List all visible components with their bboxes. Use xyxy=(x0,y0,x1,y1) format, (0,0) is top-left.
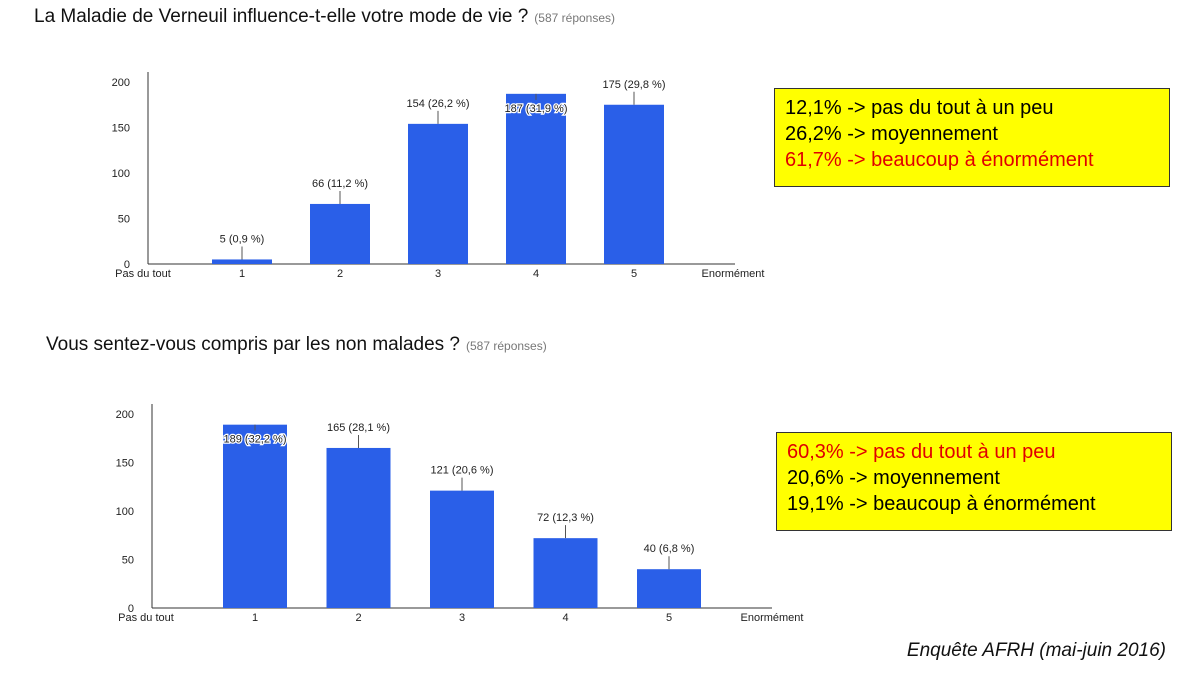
chart1-response-count: (587 réponses) xyxy=(534,11,616,25)
chart1-data-label: 5 (0,9 %) xyxy=(220,233,265,245)
summary-box-1: 12,1% -> pas du tout à un peu 26,2% -> m… xyxy=(774,88,1170,187)
chart2-bar xyxy=(637,569,701,608)
summary2-line: 20,6% -> moyennement xyxy=(787,467,1000,489)
chart2-bar xyxy=(430,490,494,608)
chart1-bar xyxy=(506,93,566,264)
chart1-x-tick-label: 3 xyxy=(435,268,441,280)
chart2-y-tick-label: 50 xyxy=(122,555,134,567)
chart2-y-tick-label: 150 xyxy=(116,458,134,470)
chart1-data-label: 187 (31,9 %) xyxy=(505,103,568,115)
summary2-line-highlight: 60,3% -> pas du tout à un peu xyxy=(787,441,1056,463)
chart2-x-min-label: Pas du tout xyxy=(118,612,174,624)
chart1-data-label: 66 (11,2 %) xyxy=(312,178,368,190)
chart1-x-max-label: Enormément xyxy=(702,268,765,280)
chart1-bar xyxy=(310,203,370,264)
chart2-y-tick-label: 200 xyxy=(116,409,134,421)
chart2-x-tick-label: 3 xyxy=(459,612,465,624)
chart2-response-count: (587 réponses) xyxy=(466,339,547,353)
chart1-y-tick-label: 200 xyxy=(112,77,130,89)
chart2-data-label: 189 (32,2 %) xyxy=(224,434,287,446)
chart1-x-min-label: Pas du tout xyxy=(115,268,171,280)
chart2-data-label: 165 (28,1 %) xyxy=(327,422,390,434)
chart2-bar xyxy=(326,447,391,608)
chart2-x-tick-label: 5 xyxy=(666,612,672,624)
chart1-bar xyxy=(408,123,468,264)
chart2-x-max-label: Enormément xyxy=(741,612,804,624)
chart1-x-tick-label: 4 xyxy=(533,268,539,280)
summary2-line: 19,1% -> beaucoup à énormément xyxy=(787,493,1096,515)
chart2-y-tick-label: 100 xyxy=(116,506,134,518)
chart1-data-label: 175 (29,8 %) xyxy=(603,79,666,91)
chart1-bar xyxy=(212,259,272,264)
chart2-x-tick-label: 4 xyxy=(562,612,568,624)
summary1-line: 26,2% -> moyennement xyxy=(785,123,998,145)
chart1-x-tick-label: 1 xyxy=(239,268,245,280)
chart1-x-tick-label: 2 xyxy=(337,268,343,280)
chart2-x-tick-label: 2 xyxy=(355,612,361,624)
chart1-bar xyxy=(604,104,664,264)
chart2-data-label: 40 (6,8 %) xyxy=(644,543,695,555)
chart2-title-text: Vous sentez-vous compris par les non mal… xyxy=(46,334,460,355)
chart2-data-label: 72 (12,3 %) xyxy=(537,512,594,524)
summary1-line-highlight: 61,7% -> beaucoup à énormément xyxy=(785,149,1094,171)
chart1-title: La Maladie de Verneuil influence-t-elle … xyxy=(34,6,615,28)
chart1-title-text: La Maladie de Verneuil influence-t-elle … xyxy=(34,6,529,27)
chart1-data-label: 154 (26,2 %) xyxy=(407,98,470,110)
chart1-y-tick-label: 50 xyxy=(118,214,130,226)
chart1-y-tick-label: 150 xyxy=(112,123,130,135)
summary-box-2: 60,3% -> pas du tout à un peu 20,6% -> m… xyxy=(776,432,1172,531)
source-caption: Enquête AFRH (mai-juin 2016) xyxy=(906,640,1166,661)
chart2-x-tick-label: 1 xyxy=(252,612,258,624)
chart2-bar xyxy=(533,538,598,608)
chart1-x-tick-label: 5 xyxy=(631,268,637,280)
chart2-bar xyxy=(223,424,287,608)
chart2-title: Vous sentez-vous compris par les non mal… xyxy=(46,334,547,356)
chart2-data-label: 121 (20,6 %) xyxy=(431,465,494,477)
chart1-y-tick-label: 0 xyxy=(124,259,130,271)
chart1-y-tick-label: 100 xyxy=(112,168,130,180)
chart2-y-tick-label: 0 xyxy=(128,603,134,615)
summary1-line: 12,1% -> pas du tout à un peu xyxy=(785,97,1054,119)
